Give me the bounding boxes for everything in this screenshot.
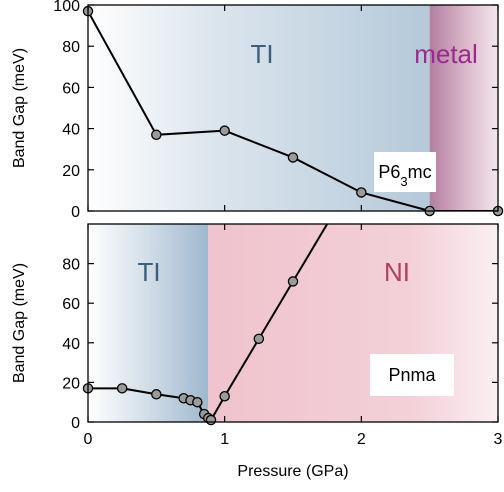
y-tick-label: 20 xyxy=(62,163,80,180)
data-point xyxy=(151,389,162,400)
data-point xyxy=(205,414,217,426)
x-axis-title: Pressure (GPa) xyxy=(237,463,348,480)
x-tick-label: 1 xyxy=(220,431,229,448)
region-label-metal: metal xyxy=(414,39,478,69)
data-point xyxy=(219,125,230,136)
y-tick-label: 80 xyxy=(62,257,80,274)
region-label-ti: TI xyxy=(250,39,273,69)
y-tick-label: 60 xyxy=(62,80,80,97)
data-point xyxy=(287,152,299,163)
region-metal-band xyxy=(429,5,498,211)
bottom-panel: TI NI Pnma 0 20 40 60 80 0 1 2 3 Band Gap (meV) Press… xyxy=(11,223,503,480)
x-tick-label: 3 xyxy=(494,431,503,448)
structure-label-box xyxy=(370,354,454,396)
y-axis-title: Band Gap (meV) xyxy=(11,263,28,383)
y-tick-label: 40 xyxy=(62,122,80,139)
region-label-ni: NI xyxy=(384,257,410,287)
region-ni-band xyxy=(208,224,498,422)
y-tick-label: 100 xyxy=(53,0,80,15)
x-tick-label: 2 xyxy=(357,431,366,448)
y-tick-label: 0 xyxy=(71,415,80,432)
data-point xyxy=(151,129,162,141)
region-ti-band xyxy=(88,5,430,211)
y-axis-title: Band Gap (meV) xyxy=(11,48,28,168)
y-tick-label: 60 xyxy=(62,296,80,313)
data-point xyxy=(116,383,128,394)
plot-frame xyxy=(87,223,499,423)
y-tick-label: 80 xyxy=(62,39,80,56)
region-label-ti: TI xyxy=(137,257,160,287)
data-point xyxy=(192,396,203,408)
structure-label-box xyxy=(374,152,436,192)
structure-label: Pnma xyxy=(388,365,436,385)
y-tick-label: 0 xyxy=(71,204,80,221)
data-point xyxy=(253,333,265,345)
data-point xyxy=(219,391,230,402)
data-point xyxy=(356,187,367,198)
plot-frame xyxy=(87,4,499,212)
data-point xyxy=(287,276,299,287)
x-tick-label: 0 xyxy=(84,431,93,448)
y-tick-label: 20 xyxy=(62,375,80,392)
y-tick-label: 40 xyxy=(62,336,80,353)
